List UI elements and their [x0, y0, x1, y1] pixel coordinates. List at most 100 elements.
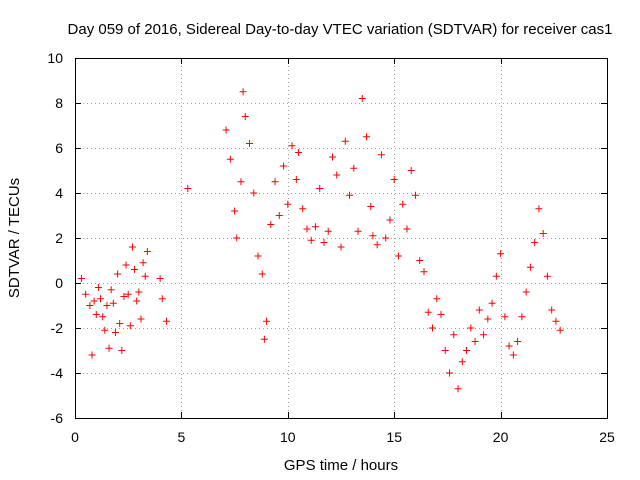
data-point — [324, 227, 332, 235]
data-point — [497, 250, 505, 258]
data-point — [92, 311, 100, 318]
data-point — [377, 151, 385, 159]
data-point — [399, 200, 407, 208]
data-point — [116, 320, 124, 327]
data-point — [354, 227, 362, 235]
data-point — [337, 243, 345, 251]
data-point — [222, 126, 230, 134]
data-point — [245, 140, 253, 147]
data-point — [386, 216, 394, 224]
data-point — [522, 288, 530, 296]
data-point — [143, 248, 151, 255]
y-axis-title: SDTVAR / TECUs — [6, 178, 23, 298]
data-point — [501, 313, 509, 321]
data-point — [141, 272, 149, 280]
data-point — [484, 315, 492, 323]
data-point — [122, 261, 130, 269]
data-point — [184, 185, 192, 192]
data-point — [101, 326, 109, 334]
data-point — [454, 385, 462, 393]
data-point — [105, 344, 113, 352]
data-point — [284, 200, 292, 208]
data-point — [82, 290, 90, 298]
data-point — [535, 205, 543, 213]
data-point — [358, 95, 366, 102]
data-point — [139, 259, 147, 267]
data-point — [429, 324, 437, 332]
data-point — [280, 162, 288, 170]
data-point — [239, 88, 247, 96]
data-point — [88, 351, 96, 359]
data-point — [552, 317, 560, 325]
data-point — [556, 326, 564, 334]
data-point — [311, 223, 319, 231]
data-point — [128, 243, 136, 251]
data-point — [539, 230, 547, 237]
data-point — [382, 234, 390, 242]
data-point — [543, 272, 551, 280]
data-point — [124, 290, 132, 298]
data-point — [137, 315, 145, 323]
data-point — [133, 297, 141, 305]
tick-labels: 0 5 10 15 20 25 -6 -4 -2 0 2 4 6 8 10 — [47, 50, 615, 445]
y-tick-label: -2 — [51, 320, 64, 336]
data-point — [446, 369, 454, 377]
data-point — [316, 185, 324, 192]
data-point — [514, 338, 522, 345]
data-point — [480, 331, 488, 339]
data-point — [341, 137, 349, 145]
data-point — [118, 347, 126, 354]
data-point — [258, 270, 266, 278]
data-point — [292, 176, 300, 183]
y-tick-label: -6 — [51, 410, 64, 426]
data-point — [126, 322, 134, 330]
grid-layer — [75, 58, 607, 418]
data-point — [299, 205, 307, 213]
data-point — [288, 142, 296, 150]
data-point — [250, 189, 258, 197]
data-point — [271, 178, 279, 186]
data-point — [424, 308, 432, 316]
data-point — [158, 295, 166, 303]
data-point — [237, 178, 245, 186]
data-point — [526, 263, 534, 271]
y-tick-label: -4 — [51, 365, 64, 381]
data-point — [294, 149, 302, 156]
data-point — [320, 239, 328, 246]
data-point — [420, 268, 428, 276]
y-tick-label: 4 — [55, 185, 63, 201]
data-point — [103, 302, 111, 309]
x-tick-label: 20 — [493, 429, 509, 445]
data-point — [407, 167, 415, 174]
data-point — [463, 347, 471, 354]
y-tick-label: 10 — [47, 50, 63, 66]
data-point — [488, 299, 496, 307]
y-tick-label: 6 — [55, 140, 63, 156]
data-point — [263, 317, 271, 325]
data-point — [390, 176, 398, 183]
data-point — [333, 171, 341, 179]
data-point — [111, 329, 119, 336]
x-tick-label: 5 — [178, 429, 186, 445]
data-point — [254, 252, 262, 260]
data-point — [492, 272, 500, 280]
data-point — [163, 317, 171, 325]
x-tick-label: 15 — [386, 429, 402, 445]
x-tick-label: 0 — [71, 429, 79, 445]
data-point — [346, 191, 354, 199]
data-point — [458, 358, 466, 366]
data-point — [328, 153, 336, 161]
data-point — [114, 270, 122, 278]
x-tick-label: 10 — [280, 429, 296, 445]
data-point — [509, 351, 517, 359]
data-point — [99, 313, 107, 321]
x-tick-label: 25 — [599, 429, 615, 445]
data-point — [416, 257, 424, 264]
data-point — [307, 236, 315, 244]
data-points — [77, 88, 564, 393]
data-point — [90, 297, 98, 305]
y-tick-label: 2 — [55, 230, 63, 246]
data-point — [94, 284, 102, 291]
data-point — [475, 306, 483, 314]
